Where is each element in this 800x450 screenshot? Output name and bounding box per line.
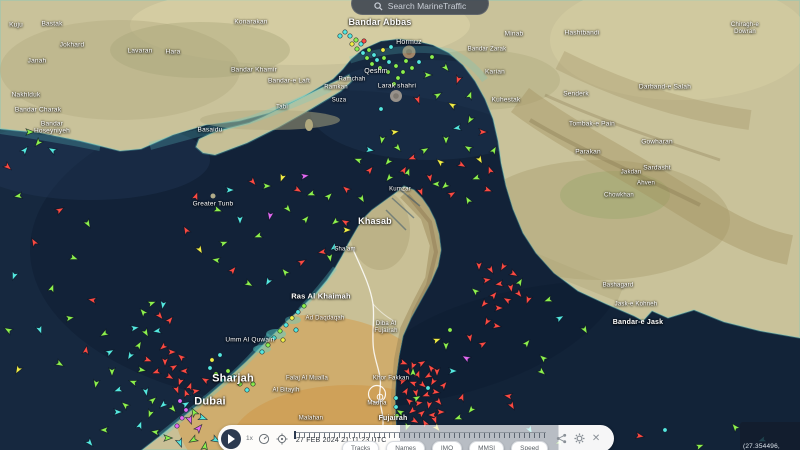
lagoon — [253, 345, 271, 353]
coordinates-box: (27.354496, — [740, 422, 800, 450]
madha-enclave-border — [367, 384, 387, 404]
timeline-datetime: 27 FEB 2024 21:11:23 UTC — [295, 436, 387, 444]
tunb-island — [210, 193, 216, 199]
playback-speed[interactable]: 1x — [246, 435, 253, 442]
share-icon[interactable] — [556, 433, 567, 444]
larak-island — [390, 90, 402, 102]
imo-button[interactable]: IMO — [431, 441, 463, 450]
locate-crosshair-icon[interactable] — [276, 433, 288, 445]
layer-buttons: Tracks Names IMO MMSI Speed — [342, 441, 548, 450]
mmsi-button[interactable]: MMSI — [469, 441, 505, 450]
coordinates-value: (27.354496, — [743, 443, 780, 450]
play-button[interactable] — [221, 428, 241, 449]
nahwa-enclave-border — [376, 393, 384, 401]
search-placeholder: Search MarineTraffic — [387, 1, 467, 11]
timeline-ticks — [293, 430, 546, 439]
lagoon — [266, 329, 286, 339]
hormuz-island — [402, 45, 416, 59]
shallow-fringes — [0, 45, 488, 439]
qeshm-island — [194, 73, 354, 157]
hengam-island — [305, 119, 313, 131]
timeline-ruler[interactable]: 27 FEB 2024 21:11:23 UTC — [293, 430, 546, 446]
speed-gauge-icon[interactable] — [258, 433, 270, 445]
search-icon — [374, 2, 383, 11]
tracks-button[interactable]: Tracks — [342, 441, 380, 450]
speed-button[interactable]: Speed — [511, 441, 548, 450]
close-icon[interactable]: ✕ — [591, 432, 601, 444]
names-button[interactable]: Names — [386, 441, 425, 450]
lagoon — [285, 316, 301, 324]
settings-gear-icon[interactable] — [574, 433, 585, 444]
search-bar[interactable]: Search MarineTraffic — [351, 0, 489, 15]
